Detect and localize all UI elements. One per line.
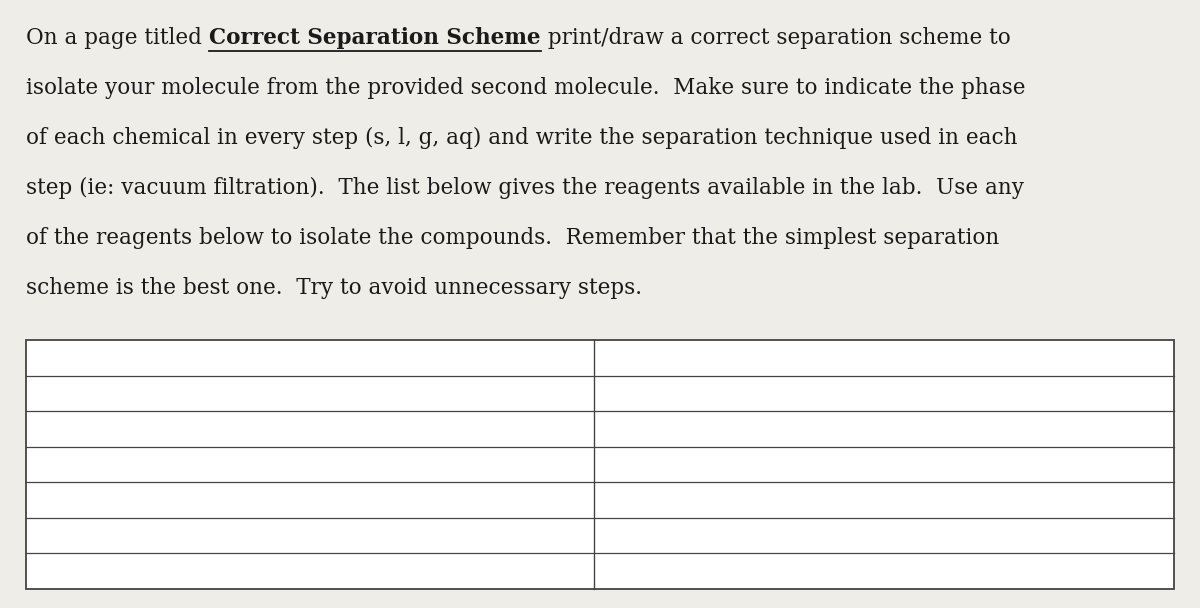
Text: •: • [618,420,630,438]
Text: step (ie: vacuum filtration).  The list below gives the reagents available in th: step (ie: vacuum filtration). The list b… [26,177,1025,199]
Text: •: • [50,455,62,474]
Text: anhydrous MgSO₄: anhydrous MgSO₄ [644,455,816,474]
Text: 5% HCl: 5% HCl [77,455,149,474]
Text: Diethyl ether (ether): Diethyl ether (ether) [77,491,272,509]
Text: On a page titled: On a page titled [26,27,209,49]
Text: •: • [50,527,62,544]
Text: 6M HCl: 6M HCl [77,420,150,438]
Text: Sodium borohydride (NaBH₄): Sodium borohydride (NaBH₄) [644,527,923,545]
Text: •: • [50,562,62,580]
Text: of each chemical in every step (s, l, g, aq) and write the separation technique : of each chemical in every step (s, l, g,… [26,127,1018,149]
Text: Correct Separation Scheme: Correct Separation Scheme [209,27,541,49]
Text: 5% aqueous NaHCO₃: 5% aqueous NaHCO₃ [77,385,278,402]
Text: H₃PO₄: H₃PO₄ [644,385,703,402]
Text: NaCl solid: NaCl solid [644,562,743,580]
Text: •: • [618,562,630,580]
Text: Saturated NaCl: Saturated NaCl [644,491,792,509]
Text: H₂O: H₂O [644,349,683,367]
Text: print/draw a correct separation scheme to: print/draw a correct separation scheme t… [541,27,1010,49]
Text: 10% aqueous NaOH: 10% aqueous NaOH [77,349,268,367]
Text: of the reagents below to isolate the compounds.  Remember that the simplest sepa: of the reagents below to isolate the com… [26,227,1000,249]
Text: CH₃OH: CH₃OH [77,527,146,544]
Text: lithium aluminum hydride (LiAlH₄): lithium aluminum hydride (LiAlH₄) [77,562,404,580]
Text: •: • [618,491,630,509]
Text: isolate your molecule from the provided second molecule.  Make sure to indicate : isolate your molecule from the provided … [26,77,1026,99]
Text: •: • [618,385,630,402]
Text: •: • [50,349,62,367]
Text: anhydrous Na₂SO₄: anhydrous Na₂SO₄ [644,420,820,438]
Text: •: • [618,527,630,544]
Text: •: • [618,455,630,474]
Text: •: • [50,491,62,509]
Text: •: • [618,349,630,367]
Text: •: • [50,385,62,402]
Text: •: • [50,420,62,438]
Text: scheme is the best one.  Try to avoid unnecessary steps.: scheme is the best one. Try to avoid unn… [26,277,642,299]
